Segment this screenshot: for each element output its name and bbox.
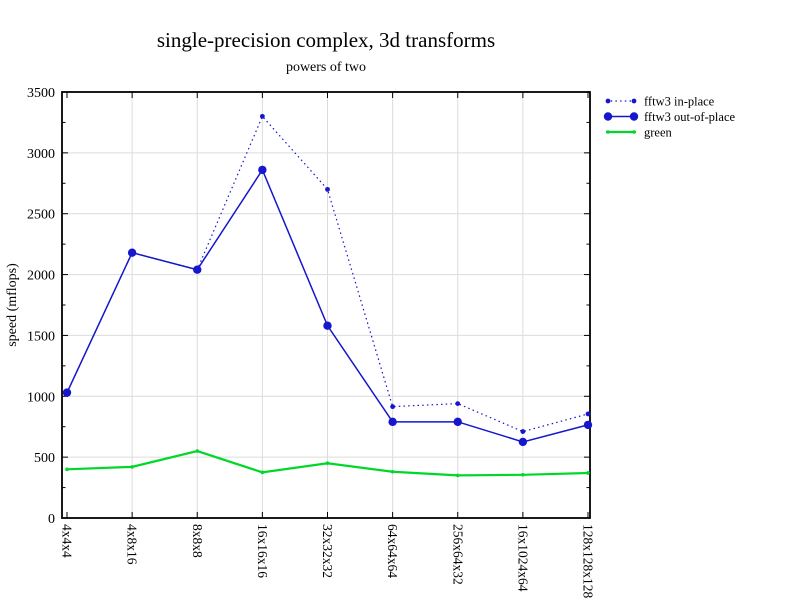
data-point [520, 429, 526, 434]
data-point [586, 471, 590, 475]
x-axis-labels: 4x4x4 4x8x16 8x8x8 16x16x16 32x32x32 64x64x64… [60, 524, 596, 599]
legend-marker [629, 112, 639, 121]
data-point [455, 473, 460, 478]
x-tick-label: 4x4x4 [60, 524, 75, 558]
data-point [65, 467, 69, 472]
data-point [193, 265, 202, 274]
data-point [62, 388, 72, 397]
legend-item: fftw3 out-of-place [603, 110, 736, 124]
y-tick-label: 2500 [27, 208, 55, 223]
data-point [583, 420, 593, 430]
y-tick-label: 1000 [27, 390, 55, 405]
data-point [323, 321, 332, 330]
legend-label: fftw3 in-place [644, 95, 715, 109]
legend-marker [603, 112, 613, 121]
data-point [388, 417, 397, 427]
y-tick-label: 500 [34, 451, 55, 466]
plot-frame [61, 91, 591, 519]
x-tick-label: 256x64x32 [450, 524, 465, 585]
x-tick-label: 128x128x128 [581, 524, 596, 599]
legend-item: fftw3 in-place [605, 95, 715, 109]
data-point [518, 437, 528, 447]
data-point [390, 404, 396, 410]
data-point [325, 186, 330, 192]
y-tick-label: 0 [48, 512, 55, 527]
data-point [585, 411, 591, 417]
x-tick-label: 8x8x8 [190, 524, 205, 558]
chart-subtitle: powers of two [285, 60, 367, 75]
y-tick-label: 3000 [27, 147, 55, 162]
x-tick-label: 16x1024x64 [515, 524, 530, 592]
y-axis-labels: 0 500 1000 1500 2000 2500 3000 3500 [27, 86, 55, 527]
data-point [130, 465, 134, 469]
legend-marker [632, 130, 636, 134]
data-point [127, 248, 137, 257]
data-point [455, 401, 461, 406]
legend-marker [631, 98, 637, 104]
data-point [325, 461, 330, 466]
y-tick-label: 1500 [27, 329, 55, 344]
data-point [390, 469, 395, 474]
legend-label: green [644, 126, 673, 140]
data-point [260, 470, 265, 475]
x-tick-label: 32x32x32 [320, 524, 335, 578]
legend-label: fftw3 out-of-place [644, 110, 736, 124]
axis-ticks [62, 91, 590, 519]
data-point [195, 449, 200, 453]
y-tick-label: 3500 [27, 86, 55, 101]
x-tick-label: 64x64x64 [385, 524, 400, 578]
data-point [521, 472, 525, 477]
data-point [258, 165, 267, 175]
x-tick-label: 4x8x16 [125, 524, 140, 565]
gridlines [62, 92, 590, 518]
data-point [259, 113, 265, 119]
chart-title: single-precision complex, 3d transforms [156, 28, 496, 52]
data-point [453, 417, 462, 427]
legend-item: green [606, 126, 673, 140]
series-green [65, 449, 590, 478]
legend-marker [605, 98, 611, 104]
y-tick-label: 2000 [27, 269, 55, 284]
y-axis-title: speed (mflops) [5, 263, 20, 347]
x-tick-label: 16x16x16 [255, 524, 270, 578]
legend-marker [606, 130, 610, 134]
series-fftw3-out-of-place [62, 165, 593, 447]
